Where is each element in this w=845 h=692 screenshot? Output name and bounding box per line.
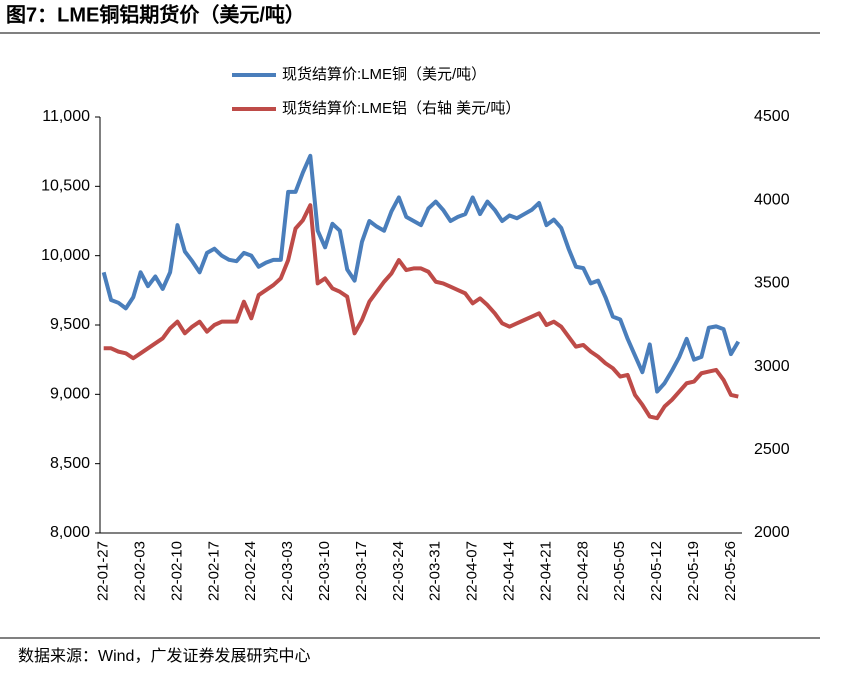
legend-label: 现货结算价:LME铜（美元/吨） — [282, 65, 486, 83]
y2-tick-label: 4500 — [754, 108, 790, 125]
y2-tick-label: 2500 — [754, 441, 790, 458]
x-tick-label: 22-03-31 — [427, 541, 444, 601]
y-tick-label: 11,000 — [42, 108, 90, 125]
y-tick-label: 9,000 — [50, 386, 90, 403]
source-note: 数据来源：Wind，广发证券发展研究中心 — [18, 647, 310, 665]
x-tick-label: 22-04-07 — [464, 541, 481, 601]
x-tick-label: 22-03-03 — [279, 541, 296, 601]
x-tick-label: 22-01-27 — [95, 541, 112, 601]
x-tick-label: 22-03-10 — [316, 541, 333, 601]
y-tick-label: 8,000 — [50, 524, 90, 541]
y-tick-label: 9,500 — [50, 316, 90, 333]
legend-label: 现货结算价:LME铝（右轴 美元/吨） — [282, 99, 520, 117]
y2-tick-label: 3500 — [754, 275, 790, 292]
x-tick-label: 22-04-28 — [574, 541, 591, 601]
x-tick-label: 22-05-12 — [648, 541, 665, 601]
x-tick-label: 22-05-19 — [685, 541, 702, 601]
x-tick-label: 22-02-03 — [132, 541, 149, 601]
x-tick-label: 22-05-26 — [722, 541, 739, 601]
x-tick-label: 22-02-24 — [242, 541, 259, 601]
series-line — [103, 203, 739, 421]
x-tick-label: 22-02-17 — [205, 541, 222, 601]
x-tick-label: 22-04-14 — [501, 541, 518, 601]
x-tick-label: 22-03-24 — [390, 541, 407, 601]
x-tick-label: 22-04-21 — [537, 541, 554, 601]
x-tick-label: 22-02-10 — [168, 541, 185, 601]
x-tick-label: 22-03-17 — [353, 541, 370, 601]
x-tick-label: 22-05-05 — [611, 541, 628, 601]
y-tick-label: 10,500 — [41, 178, 90, 195]
y-tick-label: 8,500 — [50, 455, 90, 472]
y-tick-label: 10,000 — [41, 247, 90, 264]
y2-tick-label: 2000 — [754, 524, 790, 541]
series-line — [101, 153, 741, 394]
y2-tick-label: 4000 — [754, 191, 790, 208]
figure-title: 图7：LME铜铝期货价（美元/吨） — [6, 2, 305, 26]
y2-tick-label: 3000 — [754, 358, 790, 375]
